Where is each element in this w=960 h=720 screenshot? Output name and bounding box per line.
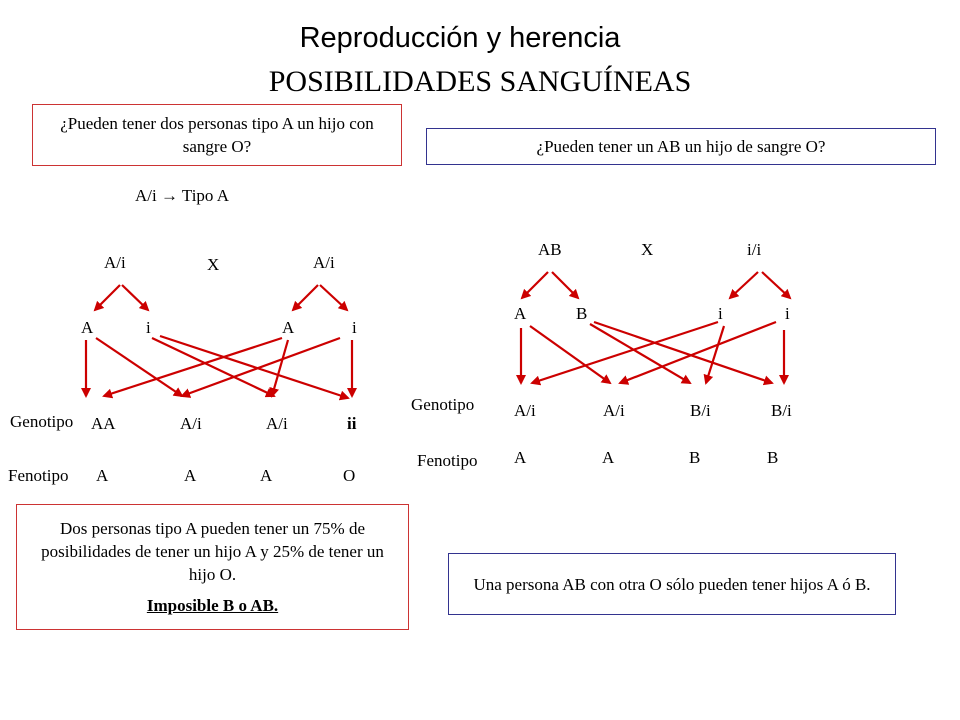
left-phenotype-4: O: [343, 466, 356, 485]
left-phenotype-1: A: [96, 466, 109, 485]
left-genotipo-label: Genotipo: [10, 412, 74, 431]
left-cross-symbol: X: [207, 255, 220, 274]
left-question-box: ¿Pueden tener dos personas tipo A un hij…: [32, 104, 402, 166]
right-phenotype-1: A: [514, 448, 527, 467]
left-genotype-1: AA: [91, 414, 116, 433]
right-question-box: ¿Pueden tener un AB un hijo de sangre O?: [426, 128, 936, 165]
arrow-left-i2-Ai1: [180, 336, 341, 398]
left-gamete-2: i: [146, 318, 151, 337]
right-gamete-4: i: [785, 304, 790, 323]
right-phenotype-4: B: [767, 448, 779, 467]
right-phenotype-3: B: [689, 448, 701, 467]
right-gamete-1: A: [514, 304, 527, 323]
right-parent2: i/i: [747, 240, 762, 259]
arrow-left-i-Ai2: [151, 337, 276, 398]
right-fenotipo-label: Fenotipo: [417, 451, 478, 470]
arrow-right-B-Bi2: [593, 320, 774, 386]
right-genotype-2: A/i: [603, 401, 625, 420]
arrow-right-p2-i2: [761, 271, 792, 300]
right-phenotype-2: A: [602, 448, 615, 467]
right-gamete-2: B: [576, 304, 588, 323]
page-title: Reproducción y herencia: [299, 22, 621, 54]
arrow-right-A-Ai2: [529, 325, 612, 385]
left-gamete-4: i: [352, 318, 357, 337]
right-genotipo-label: Genotipo: [411, 395, 475, 414]
arrow-right-p1-A: [520, 271, 549, 300]
left-conclusion-bold: Imposible B o AB.: [146, 596, 279, 615]
left-fenotipo-label: Fenotipo: [8, 466, 69, 485]
arrow-left-p1-A: [93, 284, 121, 312]
arrow-left-A-Ai1: [95, 337, 184, 398]
left-conclusion-text: Dos personas tipo A pueden tener un 75% …: [41, 519, 384, 584]
arrow-right-i2-Ai2: [618, 320, 777, 385]
right-question-text: ¿Pueden tener un AB un hijo de sangre O?: [536, 137, 826, 156]
page-subtitle: POSIBILIDADES SANGUÍNEAS: [268, 65, 692, 98]
arrow-right-p2-i1: [728, 271, 759, 300]
right-gamete-3: i: [718, 304, 723, 323]
left-genotype-3: A/i: [266, 414, 288, 433]
right-conclusion-text: Una persona AB con otra O sólo pueden te…: [473, 574, 871, 594]
arrow-left-p1-i: [121, 284, 150, 312]
right-conclusion-box: Una persona AB con otra O sólo pueden te…: [448, 553, 896, 615]
left-genotype-4: ii: [347, 414, 357, 433]
left-parent2: A/i: [313, 253, 335, 272]
right-genotype-1: A/i: [514, 401, 536, 420]
right-genotype-4: B/i: [771, 401, 792, 420]
arrow-left-p2-i: [319, 284, 349, 312]
left-question-text: ¿Pueden tener dos personas tipo A un hij…: [60, 114, 374, 156]
arrow-left-p2-A: [291, 284, 319, 312]
right-genotype-3: B/i: [690, 401, 711, 420]
arrow-right-i1-Bi1: [703, 325, 726, 385]
arrow-left-i-ii: [159, 334, 350, 401]
left-gamete-1: A: [81, 318, 94, 337]
arrow-left-A2-AA: [102, 336, 283, 399]
left-genotype-2: A/i: [180, 414, 202, 433]
arrow-right-B-Bi1: [589, 323, 692, 385]
arrow-left-A2-Ai2: [269, 339, 290, 398]
right-parent1: AB: [538, 240, 562, 259]
left-definition: A/i → Tipo A: [135, 186, 230, 205]
arrow-right-p1-B: [551, 271, 580, 300]
left-parent1: A/i: [104, 253, 126, 272]
left-phenotype-2: A: [184, 466, 197, 485]
left-gamete-3: A: [282, 318, 295, 337]
left-phenotype-3: A: [260, 466, 273, 485]
arrow-right-i1-Ai1: [530, 320, 719, 386]
right-cross-symbol: X: [641, 240, 654, 259]
left-conclusion-box: Dos personas tipo A pueden tener un 75% …: [16, 504, 409, 630]
